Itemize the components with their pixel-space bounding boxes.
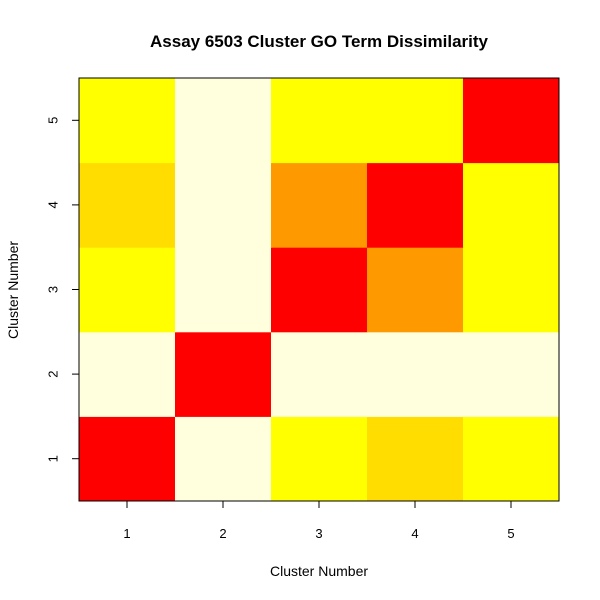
heatmap-cell-5-5	[463, 78, 560, 164]
heatmap-cell-3-4	[271, 162, 368, 248]
y-tick-label: 1	[46, 455, 61, 462]
heatmap-cell-1-2	[79, 331, 176, 417]
heatmap-cells	[79, 78, 560, 502]
x-tick-label: 5	[507, 526, 514, 541]
heatmap-cell-5-3	[463, 247, 560, 333]
heatmap-cell-4-2	[367, 331, 464, 417]
heatmap-cell-3-3	[271, 247, 368, 333]
y-axis-label: Cluster Number	[5, 241, 21, 339]
heatmap-cell-1-3	[79, 247, 176, 333]
heatmap-cell-2-2	[175, 331, 272, 417]
y-axis: 1 2 3 4 5	[46, 117, 79, 462]
x-tick-label: 1	[123, 526, 130, 541]
heatmap-cell-3-2	[271, 331, 368, 417]
heatmap-cell-5-4	[463, 162, 560, 248]
y-tick-label: 4	[46, 201, 61, 208]
heatmap-cell-1-5	[79, 78, 176, 164]
x-tick-label: 2	[219, 526, 226, 541]
x-axis-label: Cluster Number	[270, 563, 368, 579]
heatmap-cell-2-1	[175, 416, 272, 502]
heatmap-cell-2-5	[175, 78, 272, 164]
heatmap-cell-2-4	[175, 162, 272, 248]
heatmap-cell-3-1	[271, 416, 368, 502]
y-tick-label: 3	[46, 286, 61, 293]
x-tick-label: 3	[315, 526, 322, 541]
heatmap-cell-4-1	[367, 416, 464, 502]
heatmap-cell-4-5	[367, 78, 464, 164]
heatmap-cell-3-5	[271, 78, 368, 164]
heatmap-cell-1-1	[79, 416, 176, 502]
heatmap-cell-1-4	[79, 162, 176, 248]
y-tick-label: 5	[46, 117, 61, 124]
heatmap-cell-5-2	[463, 331, 560, 417]
heatmap-cell-5-1	[463, 416, 560, 502]
heatmap-cell-4-3	[367, 247, 464, 333]
x-axis: 1 2 3 4 5	[123, 501, 515, 541]
heatmap-cell-4-4	[367, 162, 464, 248]
x-tick-label: 4	[411, 526, 418, 541]
heatmap-cell-2-3	[175, 247, 272, 333]
y-tick-label: 2	[46, 370, 61, 377]
chart-title: Assay 6503 Cluster GO Term Dissimilarity	[150, 32, 489, 51]
